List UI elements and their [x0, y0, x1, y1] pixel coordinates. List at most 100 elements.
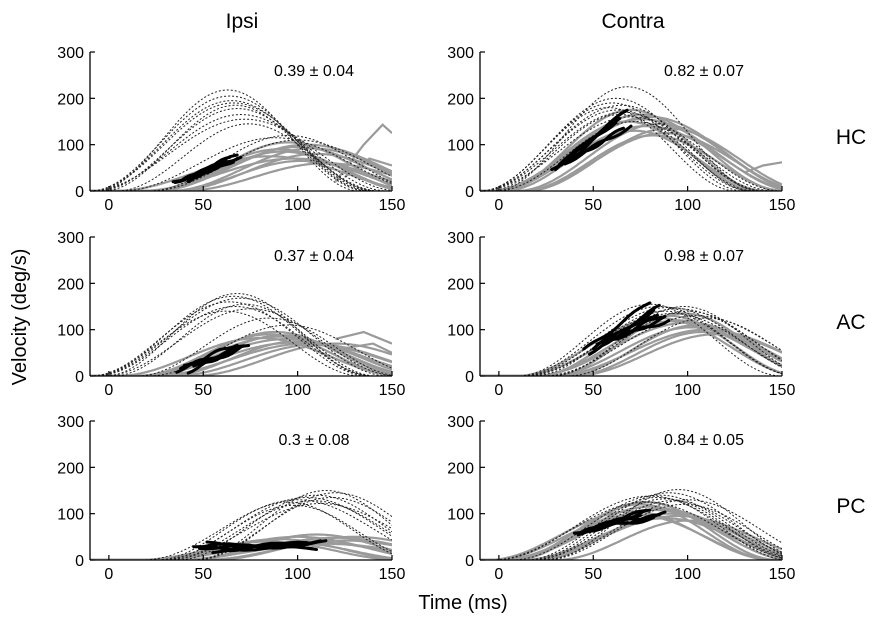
dotted-trace	[480, 498, 782, 560]
dotted-trace	[90, 297, 392, 376]
dotted-trace	[90, 301, 392, 376]
gray-trace	[480, 333, 782, 376]
dotted-trace	[90, 107, 392, 191]
y-tick-label: 0	[75, 184, 84, 201]
y-tick-label: 0	[75, 553, 84, 570]
dotted-trace	[90, 308, 392, 376]
black-segment	[186, 159, 228, 184]
x-tick-label: 0	[494, 382, 503, 399]
traces-hc-contra	[480, 86, 782, 191]
y-tick-label: 300	[447, 230, 474, 247]
x-tick-label: 150	[379, 197, 406, 214]
dotted-trace	[90, 292, 392, 376]
black-segment	[588, 516, 656, 533]
black-segment	[192, 344, 251, 368]
dotted-trace	[90, 494, 392, 560]
dotted-trace	[90, 104, 392, 191]
x-tick-label: 100	[284, 382, 311, 399]
x-tick-label: 0	[104, 566, 113, 583]
dotted-trace	[90, 499, 392, 560]
traces-pc-contra	[480, 489, 782, 560]
dotted-trace	[90, 89, 392, 191]
black-segment	[595, 313, 659, 346]
gray-trace	[90, 157, 392, 191]
row-label-ac: AC	[836, 311, 865, 334]
row-label-hc: HC	[836, 126, 866, 149]
dotted-trace	[480, 317, 782, 376]
dotted-trace	[90, 118, 392, 191]
x-tick-label: 50	[194, 382, 212, 399]
gray-trace	[90, 542, 392, 560]
x-tick-label: 150	[379, 382, 406, 399]
y-tick-label: 200	[57, 460, 84, 477]
panel-ac-ipsi: 0 100 200 300 0 50 100 150 0.37 ± 0.04	[57, 230, 405, 399]
traces-pc-ipsi	[90, 490, 392, 560]
black-segment	[205, 540, 315, 551]
y-tick-label: 300	[57, 230, 84, 247]
y-tick-label: 300	[447, 414, 474, 431]
y-tick-label: 200	[447, 91, 474, 108]
dotted-trace	[480, 86, 782, 191]
dotted-trace	[90, 95, 392, 191]
gray-trace	[90, 143, 392, 191]
traces-hc-ipsi	[90, 89, 392, 191]
column-title-contra: Contra	[601, 10, 664, 33]
ratio-annotation: 0.98 ± 0.07	[664, 248, 744, 265]
dotted-trace	[480, 111, 782, 191]
dotted-trace	[480, 310, 782, 376]
y-tick-label: 300	[447, 45, 474, 62]
ratio-annotation: 0.84 ± 0.05	[664, 432, 744, 449]
black-segment	[601, 510, 667, 529]
gray-secondary-trace	[334, 123, 392, 183]
x-tick-label: 50	[194, 566, 212, 583]
y-tick-label: 100	[447, 138, 474, 155]
x-tick-label: 50	[584, 382, 602, 399]
row-label-pc: PC	[836, 495, 865, 518]
dotted-trace	[90, 102, 392, 191]
x-tick-label: 100	[674, 382, 701, 399]
y-tick-label: 0	[465, 553, 474, 570]
black-segment	[559, 117, 622, 167]
dotted-trace	[480, 121, 782, 191]
gray-trace	[90, 343, 392, 376]
ratio-annotation: 0.37 ± 0.04	[274, 248, 354, 265]
x-tick-label: 150	[769, 566, 796, 583]
gray-trace	[90, 539, 392, 560]
dotted-trace	[480, 102, 782, 191]
x-tick-label: 100	[284, 197, 311, 214]
y-tick-label: 100	[57, 323, 84, 340]
panel-pc-contra: 0 100 200 300 0 50 100 150 0.84 ± 0.05	[447, 414, 795, 583]
black-segment	[610, 319, 671, 341]
dotted-trace	[480, 492, 782, 560]
dotted-trace	[90, 310, 392, 376]
gray-secondary-trace	[344, 157, 392, 178]
dotted-trace	[90, 134, 392, 191]
y-tick-label: 200	[447, 460, 474, 477]
gray-trace	[480, 330, 782, 376]
y-tick-label: 100	[447, 323, 474, 340]
gray-trace	[90, 342, 392, 376]
dotted-trace	[90, 303, 392, 376]
black-segment	[563, 124, 633, 166]
x-tick-label: 100	[674, 197, 701, 214]
traces-ac-contra	[480, 301, 782, 376]
dotted-trace	[90, 492, 392, 560]
black-segment	[175, 346, 235, 374]
x-tick-label: 0	[104, 197, 113, 214]
gray-trace	[90, 162, 392, 191]
gray-secondary-trace	[344, 342, 392, 354]
panel-hc-ipsi: 0 100 200 300 0 50 100 150 0.39 ± 0.04	[57, 45, 405, 214]
y-tick-label: 200	[57, 91, 84, 108]
x-tick-label: 50	[584, 197, 602, 214]
y-tick-label: 300	[57, 45, 84, 62]
dotted-trace	[480, 306, 782, 376]
ratio-annotation: 0.3 ± 0.08	[278, 432, 349, 449]
x-tick-label: 50	[584, 566, 602, 583]
dotted-trace	[480, 97, 782, 191]
gray-trace	[90, 147, 392, 191]
dotted-trace	[480, 310, 782, 376]
black-segment	[606, 315, 663, 341]
x-tick-label: 100	[674, 566, 701, 583]
gray-trace	[90, 341, 392, 376]
x-tick-label: 150	[769, 382, 796, 399]
